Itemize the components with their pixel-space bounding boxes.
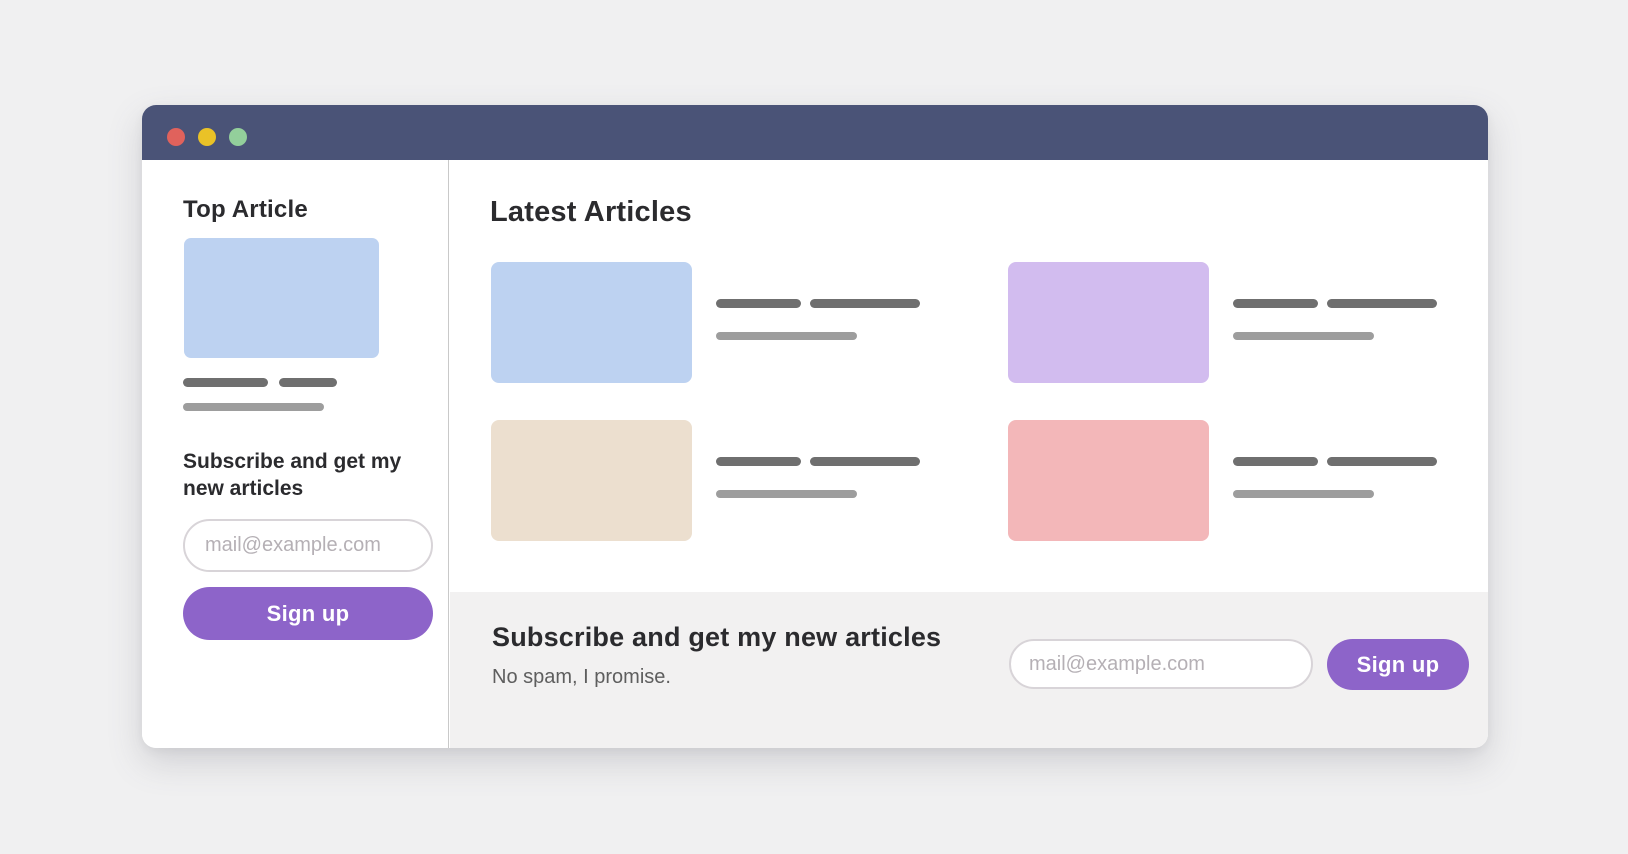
main-content: Latest Articles <box>450 160 1488 592</box>
article-thumbnail[interactable] <box>491 262 692 383</box>
newsletter-footer: Subscribe and get my new articles No spa… <box>450 592 1488 748</box>
top-article-text-skeleton <box>183 403 324 411</box>
footer-no-spam-note: No spam, I promise. <box>492 666 671 688</box>
articles-grid <box>491 262 1438 541</box>
sidebar-email-input[interactable] <box>183 519 433 572</box>
article-thumbnail[interactable] <box>1008 420 1209 541</box>
window-close-button[interactable] <box>167 128 185 146</box>
article-card[interactable] <box>1008 262 1438 383</box>
article-thumbnail[interactable] <box>491 420 692 541</box>
article-card[interactable] <box>491 420 921 541</box>
top-article-heading: Top Article <box>183 196 308 223</box>
article-text-skeleton <box>1233 420 1437 541</box>
footer-subscribe-heading: Subscribe and get my new articles <box>492 622 942 652</box>
article-thumbnail[interactable] <box>1008 262 1209 383</box>
sidebar-subscribe-heading: Subscribe and get my new articles <box>183 450 402 500</box>
top-article-title-skeleton <box>183 378 337 387</box>
window-titlebar <box>142 105 1488 160</box>
top-article-thumbnail[interactable] <box>184 238 379 358</box>
sidebar: Top Article Subscribe and get my new art… <box>142 160 449 748</box>
window-maximize-button[interactable] <box>229 128 247 146</box>
article-text-skeleton <box>1233 262 1437 383</box>
article-card[interactable] <box>1008 420 1438 541</box>
article-card[interactable] <box>491 262 921 383</box>
browser-window: Top Article Subscribe and get my new art… <box>142 105 1488 748</box>
article-text-skeleton <box>716 262 920 383</box>
window-minimize-button[interactable] <box>198 128 216 146</box>
footer-signup-button[interactable]: Sign up <box>1327 639 1469 690</box>
footer-email-input[interactable] <box>1009 639 1313 689</box>
latest-articles-heading: Latest Articles <box>490 196 692 228</box>
article-text-skeleton <box>716 420 920 541</box>
sidebar-signup-button[interactable]: Sign up <box>183 587 433 640</box>
